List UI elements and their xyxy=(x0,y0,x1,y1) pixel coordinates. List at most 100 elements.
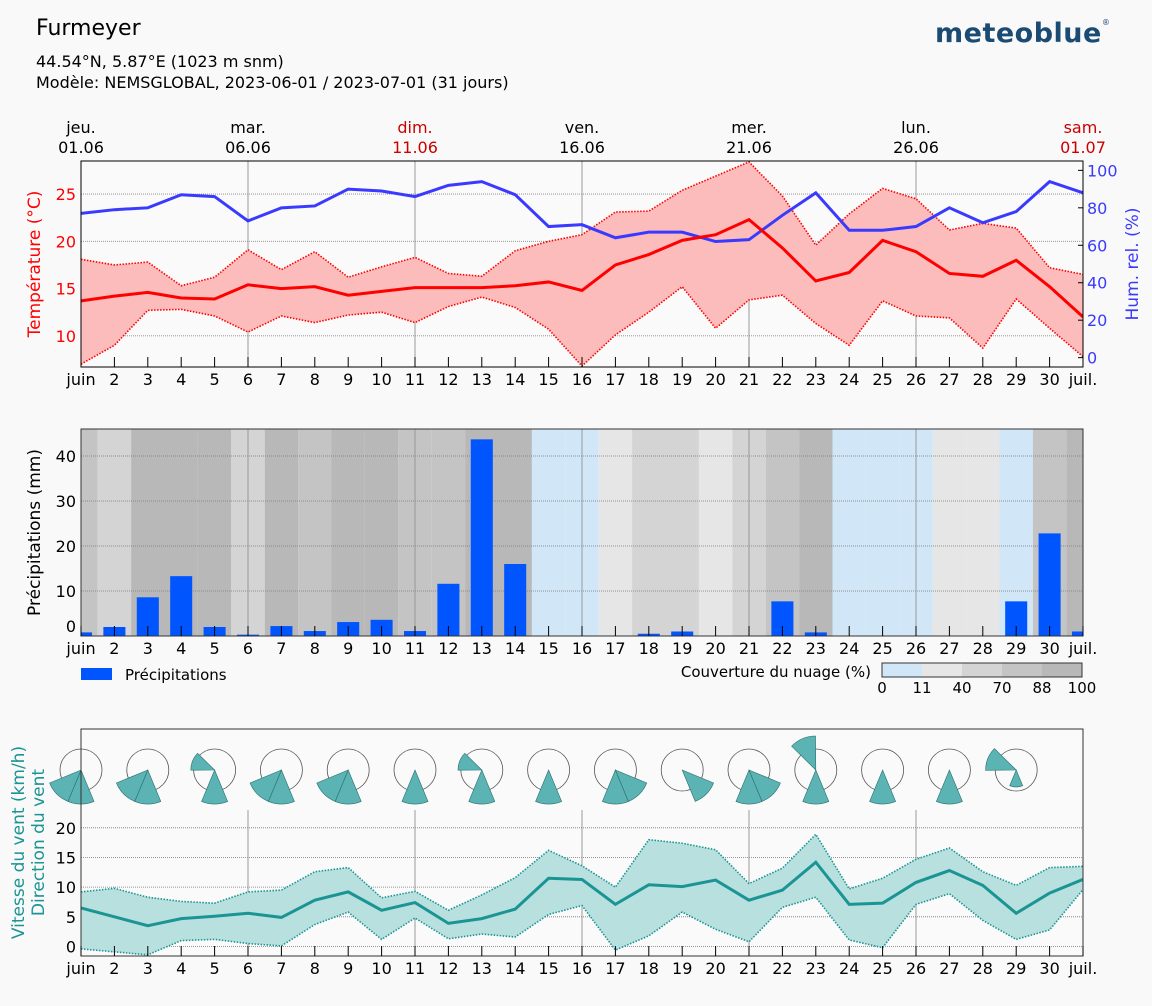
x-tick-label: 2 xyxy=(109,959,119,978)
x-tick-label: 7 xyxy=(276,959,286,978)
precipitation-legend-label: Précipitations xyxy=(125,666,227,684)
x-tick-label: 14 xyxy=(505,959,525,978)
x-tick-label: juin xyxy=(65,639,95,658)
cloud-cover-stripe xyxy=(865,429,900,636)
y2-tick-label: 20 xyxy=(1087,311,1107,330)
x-tick-label: 30 xyxy=(1039,370,1059,389)
x-tick-label: 22 xyxy=(772,639,792,658)
top-date-label: 16.06 xyxy=(559,138,605,157)
x-tick-label: 17 xyxy=(605,959,625,978)
wind-direction-sector xyxy=(535,769,563,805)
registered-mark: ® xyxy=(1101,18,1111,27)
precipitation-legend-swatch xyxy=(81,668,112,680)
x-tick-label: 27 xyxy=(939,639,959,658)
x-tick-label: 6 xyxy=(243,639,253,658)
wind-rose xyxy=(316,748,370,805)
top-date-label: 06.06 xyxy=(225,138,271,157)
x-tick-label: 18 xyxy=(639,639,659,658)
x-tick-label: 12 xyxy=(438,370,458,389)
top-date-label: 21.06 xyxy=(726,138,772,157)
x-tick-label: 10 xyxy=(371,639,391,658)
wind-direction-sector xyxy=(1009,769,1024,788)
x-tick-label: 24 xyxy=(839,370,859,389)
x-tick-label: 11 xyxy=(405,959,425,978)
y-tick-label: 0 xyxy=(66,617,76,636)
precipitation-bar xyxy=(437,583,460,636)
cloud-cover-stripe xyxy=(364,429,399,636)
y-tick-label: 20 xyxy=(56,232,76,251)
y-tick-label: 0 xyxy=(66,938,76,957)
x-tick-label: 23 xyxy=(806,370,826,389)
top-day-label: mar. xyxy=(230,118,266,137)
wind-direction-sector xyxy=(401,769,429,805)
precipitation-bar xyxy=(771,601,794,636)
top-day-label: lun. xyxy=(901,118,931,137)
y-tick-label: 10 xyxy=(56,327,76,346)
y-tick-label: 10 xyxy=(56,582,76,601)
x-tick-label: 24 xyxy=(839,959,859,978)
y-tick-label: 15 xyxy=(56,280,76,299)
wind-rose-circle xyxy=(660,748,704,792)
top-day-label: ven. xyxy=(565,118,600,137)
x-tick-label: 28 xyxy=(973,959,993,978)
cloud-cover-legend-swatch xyxy=(922,663,962,677)
x-tick-label: 14 xyxy=(505,370,525,389)
wind-direction-sector xyxy=(748,769,781,802)
y-tick-label: 15 xyxy=(56,848,76,867)
x-tick-label: 6 xyxy=(243,959,253,978)
top-date-label: 01.06 xyxy=(58,138,104,157)
cloud-cover-legend-swatch xyxy=(1042,663,1082,677)
x-tick-label: 2 xyxy=(109,370,119,389)
cloud-cover-stripe xyxy=(832,429,866,636)
x-tick-label: 19 xyxy=(672,370,692,389)
wind-rose xyxy=(393,748,437,805)
x-tick-label: 24 xyxy=(839,639,859,658)
wind-rose xyxy=(115,748,170,805)
precipitation-bar xyxy=(1038,533,1061,636)
x-tick-label: 21 xyxy=(739,639,759,658)
cloud-cover-stripe xyxy=(632,429,666,636)
wind-rose xyxy=(928,748,971,805)
x-tick-label: 4 xyxy=(176,959,186,978)
x-tick-label: 12 xyxy=(438,959,458,978)
x-tick-label: 23 xyxy=(806,639,826,658)
wind-max-line xyxy=(81,833,1083,912)
wind-direction-sector xyxy=(49,769,82,802)
temperature-max-line xyxy=(81,161,1083,287)
x-tick-label: 3 xyxy=(143,370,153,389)
x-tick-label: juil. xyxy=(1068,639,1098,658)
cloud-cover-stripe xyxy=(698,429,733,636)
x-tick-label: 27 xyxy=(939,370,959,389)
cloud-cover-stripe xyxy=(1066,429,1083,636)
wind-direction-sector xyxy=(115,769,149,802)
x-tick-label: 29 xyxy=(1006,959,1026,978)
x-tick-label: 29 xyxy=(1006,370,1026,389)
x-tick-label: 18 xyxy=(639,959,659,978)
wind-direction-sector xyxy=(869,769,897,805)
wind-direction-sector xyxy=(316,769,349,802)
x-tick-label: 27 xyxy=(939,959,959,978)
y2-tick-label: 0 xyxy=(1087,349,1097,368)
wind-direction-sector xyxy=(614,769,648,802)
x-tick-label: 26 xyxy=(906,959,926,978)
y-tick-label: 20 xyxy=(56,537,76,556)
cloud-cover-stripe xyxy=(197,429,232,636)
x-tick-label: 5 xyxy=(210,370,220,389)
cloud-cover-stripe xyxy=(932,429,967,636)
y-axis-title-direction: Direction du vent xyxy=(29,769,49,916)
x-tick-label: 8 xyxy=(310,639,320,658)
x-tick-label: 11 xyxy=(405,370,425,389)
wind-rose xyxy=(190,748,237,805)
meteoblue-logo[interactable]: meteoblue® xyxy=(935,18,1110,49)
cloud-cover-legend-frame xyxy=(881,662,1083,678)
cloud-cover-legend-tick: 11 xyxy=(912,679,931,697)
top-day-label: mer. xyxy=(731,118,767,137)
precipitation-bar xyxy=(1071,631,1083,636)
x-tick-label: 20 xyxy=(705,370,725,389)
x-tick-label: 14 xyxy=(505,639,525,658)
x-tick-label: 15 xyxy=(538,639,558,658)
x-tick-label: 3 xyxy=(143,639,153,658)
x-tick-label: 9 xyxy=(343,959,353,978)
x-tick-label: 3 xyxy=(143,959,153,978)
x-tick-label: 16 xyxy=(572,639,592,658)
